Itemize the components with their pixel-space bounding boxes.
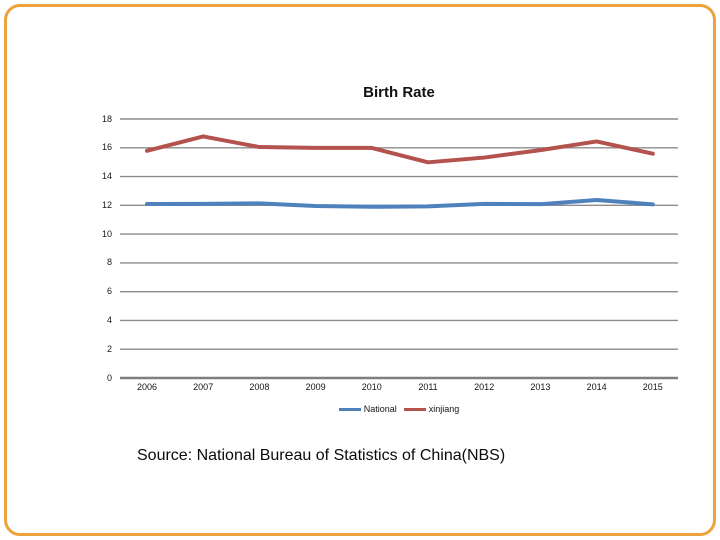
legend-swatch-xinjiang — [403, 407, 426, 411]
y-tick-label: 8 — [106, 257, 112, 268]
chart-legend: National xinjiang — [120, 404, 678, 414]
legend-label: xinjiang — [428, 404, 460, 414]
legend-item-national: National — [338, 404, 397, 414]
chart-title: Birth Rate — [363, 84, 435, 101]
y-tick-label: 4 — [106, 314, 112, 325]
x-tick-label: 2008 — [249, 382, 270, 392]
legend-swatch-national — [338, 407, 361, 411]
x-tick-label: 2009 — [305, 382, 326, 392]
y-tick-label: 0 — [106, 372, 112, 383]
series-line-national — [145, 198, 655, 209]
y-tick-label: 14 — [101, 171, 112, 182]
x-tick-label: 2011 — [418, 382, 438, 392]
y-tick-label: 10 — [101, 228, 112, 239]
y-tick-label: 16 — [101, 142, 112, 153]
x-tick-label: 2006 — [136, 382, 158, 392]
x-tick-label: 2007 — [193, 382, 214, 392]
legend-label: National — [363, 404, 397, 414]
x-tick-label: 2015 — [642, 382, 663, 392]
legend-item-xinjiang: xinjiang — [403, 404, 460, 414]
y-tick-label: 18 — [101, 113, 112, 124]
x-tick-label: 2014 — [586, 382, 607, 392]
x-tick-label: 2010 — [361, 382, 382, 392]
x-tick-label: 2012 — [474, 382, 495, 392]
x-tick-label: 2013 — [530, 382, 551, 392]
y-tick-label: 6 — [106, 286, 112, 297]
y-tick-label: 2 — [106, 343, 112, 354]
y-tick-label: 12 — [101, 199, 112, 210]
source-note: Source: National Bureau of Statistics of… — [137, 447, 506, 464]
series-line-xinjiang — [145, 134, 655, 165]
